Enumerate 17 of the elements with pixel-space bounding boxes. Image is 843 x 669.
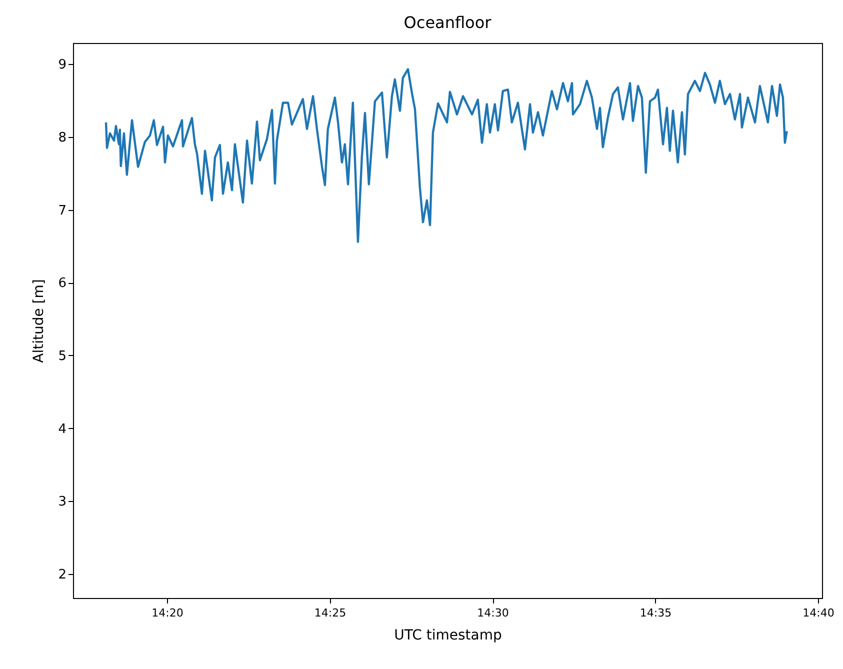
y-tick-label: 4 bbox=[58, 422, 66, 437]
line-series bbox=[104, 68, 788, 243]
x-tick-label: 14:40 bbox=[802, 606, 834, 620]
y-tick-label: 2 bbox=[58, 567, 66, 582]
y-tick-label: 7 bbox=[58, 203, 66, 218]
x-tick-label: 14:20 bbox=[152, 606, 184, 620]
chart-title: Oceanfloor bbox=[404, 13, 492, 32]
x-tick-label: 14:35 bbox=[640, 606, 672, 620]
y-tick-label: 3 bbox=[58, 494, 66, 510]
x-axis-title: UTC timestamp bbox=[394, 628, 502, 644]
x-tick-label: 14:25 bbox=[314, 606, 346, 620]
y-tick-label: 5 bbox=[58, 348, 66, 364]
y-tick-label: 9 bbox=[58, 58, 66, 73]
y-tick-label: 6 bbox=[58, 276, 66, 292]
y-tick-label: 8 bbox=[58, 130, 66, 146]
y-axis-title: Altitude [m] bbox=[31, 279, 48, 363]
x-tick-label: 14:30 bbox=[477, 606, 509, 620]
